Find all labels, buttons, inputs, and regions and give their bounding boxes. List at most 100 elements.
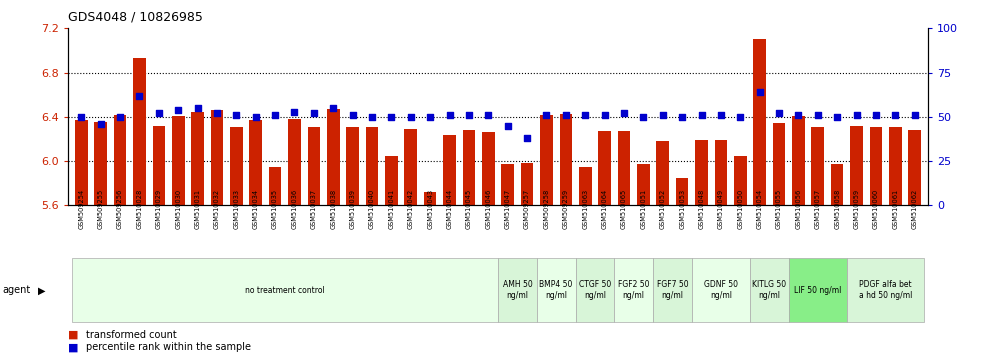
Bar [424,192,436,205]
Text: transformed count: transformed count [86,330,176,340]
Bar [133,58,145,205]
Text: LIF 50 ng/ml: LIF 50 ng/ml [794,286,842,295]
Point [345,112,361,118]
Text: GSM510062: GSM510062 [911,189,917,229]
Bar [792,116,805,205]
Bar [653,258,692,322]
Bar [482,132,495,205]
Bar [230,127,243,205]
Bar [443,135,456,205]
Point [791,112,807,118]
Bar [773,124,785,205]
Point [906,112,922,118]
Point [422,114,438,120]
Text: percentile rank within the sample: percentile rank within the sample [86,342,251,352]
Bar [327,109,340,205]
Point [365,114,380,120]
Bar [498,258,537,322]
Text: GSM510055: GSM510055 [776,189,782,229]
Bar [385,155,397,205]
Text: GSM510034: GSM510034 [253,189,259,229]
Text: GSM510030: GSM510030 [175,189,181,229]
Bar [637,164,649,205]
Bar [789,258,847,322]
Text: GSM510050: GSM510050 [737,189,743,229]
Text: CTGF 50
ng/ml: CTGF 50 ng/ml [579,280,611,300]
Point [752,89,768,95]
Point [500,123,516,129]
Text: GSM510051: GSM510051 [640,189,646,229]
Text: GSM510065: GSM510065 [621,189,626,229]
Text: KITLG 50
ng/ml: KITLG 50 ng/ml [752,280,787,300]
Point [830,114,846,120]
Point [635,114,651,120]
Text: GSM510063: GSM510063 [583,189,589,229]
Bar [72,258,498,322]
Point [131,93,147,98]
Text: GSM510029: GSM510029 [155,189,161,229]
Bar [191,113,204,205]
Point [383,114,399,120]
Bar [692,258,750,322]
Text: GSM509257: GSM509257 [524,189,530,229]
Bar [95,122,107,205]
Point [480,112,496,118]
Bar [812,127,824,205]
Point [849,112,865,118]
Point [693,112,709,118]
Text: GSM510060: GSM510060 [872,189,878,229]
Bar [579,167,592,205]
Text: GDNF 50
ng/ml: GDNF 50 ng/ml [704,280,738,300]
Text: GSM510047: GSM510047 [505,189,511,229]
Bar [347,127,359,205]
Text: GSM510052: GSM510052 [659,189,665,229]
Point [287,109,303,114]
Text: ■: ■ [68,330,79,340]
Point [93,121,109,127]
Text: GSM510054: GSM510054 [757,189,763,229]
Bar [462,130,475,205]
Text: agent: agent [2,285,30,295]
Bar [288,119,301,205]
Bar [618,131,630,205]
Text: GSM510043: GSM510043 [427,189,433,229]
Point [616,110,631,116]
Bar [501,164,514,205]
Text: GSM510056: GSM510056 [796,189,802,229]
Text: GSM510031: GSM510031 [194,189,200,229]
Bar [75,120,88,205]
Point [519,135,535,141]
Bar [847,258,924,322]
Bar [576,258,615,322]
Text: GSM510057: GSM510057 [815,189,821,229]
Text: GSM510059: GSM510059 [854,189,860,229]
Point [189,105,205,111]
Point [539,112,555,118]
Text: GSM509256: GSM509256 [118,189,124,229]
Point [558,112,574,118]
Bar [540,115,553,205]
Bar [889,127,901,205]
Text: GSM510032: GSM510032 [214,189,220,229]
Point [441,112,457,118]
Text: GSM510042: GSM510042 [407,189,413,229]
Text: GSM510028: GSM510028 [136,189,142,229]
Text: GSM510038: GSM510038 [331,189,337,229]
Text: GSM510044: GSM510044 [446,189,452,229]
Point [597,112,613,118]
Bar [366,127,378,205]
Bar [831,164,844,205]
Bar [537,258,576,322]
Text: PDGF alfa bet
a hd 50 ng/ml: PDGF alfa bet a hd 50 ng/ml [859,280,912,300]
Point [810,112,826,118]
Point [209,110,225,116]
Bar [211,110,223,205]
Bar [753,39,766,205]
Text: GSM509259: GSM509259 [563,189,569,229]
Text: no treatment control: no treatment control [245,286,325,295]
Point [461,112,477,118]
Text: ■: ■ [68,342,79,352]
Text: GSM510058: GSM510058 [835,189,841,229]
Text: GSM510041: GSM510041 [388,189,394,229]
Text: GSM510036: GSM510036 [292,189,298,229]
